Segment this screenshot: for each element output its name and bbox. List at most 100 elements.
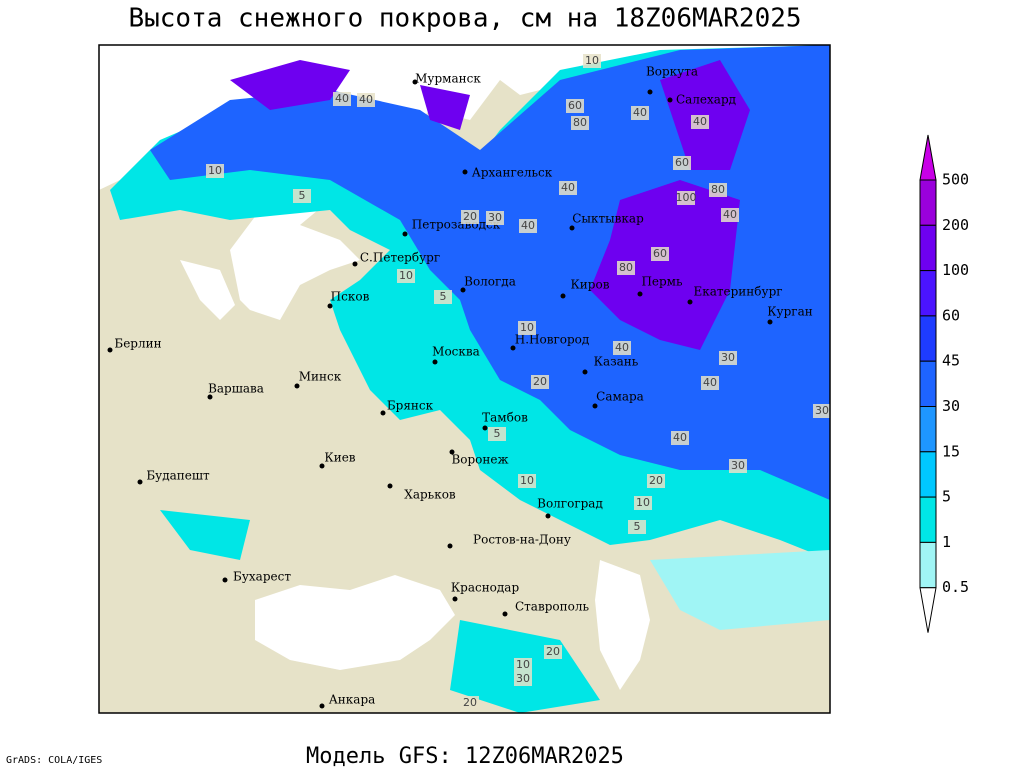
city-label: Вологда (464, 275, 516, 289)
city-label: Сыктывкар (572, 212, 644, 226)
contour-label-box (719, 351, 737, 365)
city-dot (667, 97, 673, 103)
credit: GrADS: COLA/IGES (6, 755, 102, 766)
contour-label-box (434, 290, 452, 304)
contour-label: 40 (521, 219, 535, 232)
contour-label-box (461, 696, 479, 710)
legend-swatch (919, 451, 937, 498)
contour-label: 40 (703, 376, 717, 389)
legend-label: 200 (942, 216, 969, 234)
city-label: Ростов-на-Дону (473, 533, 571, 547)
snow-south (160, 510, 600, 713)
contour-label: 40 (359, 93, 373, 106)
contour-label-box (206, 164, 224, 178)
contour-label: 20 (463, 696, 477, 709)
legend-label: 5 (942, 488, 951, 506)
city-dot (545, 513, 551, 519)
contour-label: 10 (399, 269, 413, 282)
city-label: Казань (594, 355, 639, 369)
contour-label-box (357, 93, 375, 107)
city-label: Воронеж (451, 453, 508, 467)
legend-label: 15 (942, 442, 960, 460)
city-dot (387, 483, 393, 489)
contour-label-box (544, 645, 562, 659)
city-dot (582, 369, 588, 375)
contour-label: 10 (208, 164, 222, 177)
legend-label: 1 (942, 533, 951, 551)
city-label: Киров (571, 278, 610, 292)
city-label: Бухарест (233, 570, 291, 584)
contour-label: 20 (533, 375, 547, 388)
city-label: Самара (596, 390, 644, 404)
contour-label-box (631, 106, 649, 120)
contour-label-box (691, 115, 709, 129)
contour-label: 20 (546, 645, 560, 658)
snow-30cm (150, 45, 830, 500)
city-label: Пермь (641, 275, 683, 289)
map: Мурманск Воркута Салехард Архангельск Сыктыв… (99, 45, 830, 713)
city-label: Харьков (404, 488, 456, 502)
title: Высота снежного покрова, см на 18Z06MAR2… (128, 4, 801, 34)
city-label: Ставрополь (515, 600, 589, 614)
city-dot (460, 287, 466, 293)
legend: 500 200 100 60 45 30 15 5 1 0.5 (919, 134, 969, 633)
legend-swatch (919, 496, 937, 543)
contour-label: 30 (721, 351, 735, 364)
contour-label-box (613, 341, 631, 355)
contour-label: 20 (463, 210, 477, 223)
legend-label: 60 (942, 306, 960, 324)
contour-label: 10 (520, 321, 534, 334)
contour-label: 30 (815, 404, 829, 417)
city-dot (207, 394, 213, 400)
contour-label-box (701, 376, 719, 390)
contour-label: 5 (634, 520, 641, 533)
contour-label-box (677, 191, 695, 205)
city-label: Киев (324, 451, 355, 465)
city-dot (412, 79, 418, 85)
city-dot (592, 403, 598, 409)
city-label: Будапешт (146, 469, 210, 483)
contour-label-box (651, 247, 669, 261)
contour-label-box (571, 116, 589, 130)
legend-swatch (919, 541, 937, 589)
snow-east (650, 550, 830, 630)
contour-label: 40 (335, 92, 349, 105)
caspian-sea (595, 560, 650, 690)
footer: Модель GFS: 12Z06MAR2025 (306, 744, 624, 768)
contour-label-box (729, 459, 747, 473)
contour-label: 60 (653, 247, 667, 260)
cities: Мурманск Воркута Салехард Архангельск Сыктыв… (107, 65, 813, 709)
snow-100cm (230, 60, 750, 350)
contour-label: 40 (673, 431, 687, 444)
legend-swatch (919, 406, 937, 453)
contour-label-box (559, 181, 577, 195)
city-label: Курган (767, 305, 812, 319)
legend-label: 0.5 (942, 578, 969, 596)
city-label: Архангельск (472, 166, 553, 180)
legend-top-arrow (919, 134, 937, 181)
city-label: Волгоград (537, 497, 603, 511)
city-dot (767, 319, 773, 325)
contour-label: 60 (675, 156, 689, 169)
city-label: Воркута (646, 65, 698, 79)
legend-label: 45 (942, 352, 960, 370)
legend-swatch (919, 270, 937, 317)
city-label: Брянск (387, 399, 434, 413)
contour-label-box (486, 211, 504, 225)
contour-label: 5 (299, 189, 306, 202)
contour-label-box (488, 427, 506, 441)
contour-label-box (293, 189, 311, 203)
contour-label: 40 (633, 106, 647, 119)
city-dot (560, 293, 566, 299)
contour-label-box (519, 219, 537, 233)
contour-label-box (566, 99, 584, 113)
legend-bottom-arrow (919, 587, 937, 633)
contour-label: 30 (488, 211, 502, 224)
city-label: Салехард (676, 93, 736, 107)
contour-label-box (397, 269, 415, 283)
city-dot (452, 596, 458, 602)
contour-label-box (617, 261, 635, 275)
city-dot (462, 169, 468, 175)
